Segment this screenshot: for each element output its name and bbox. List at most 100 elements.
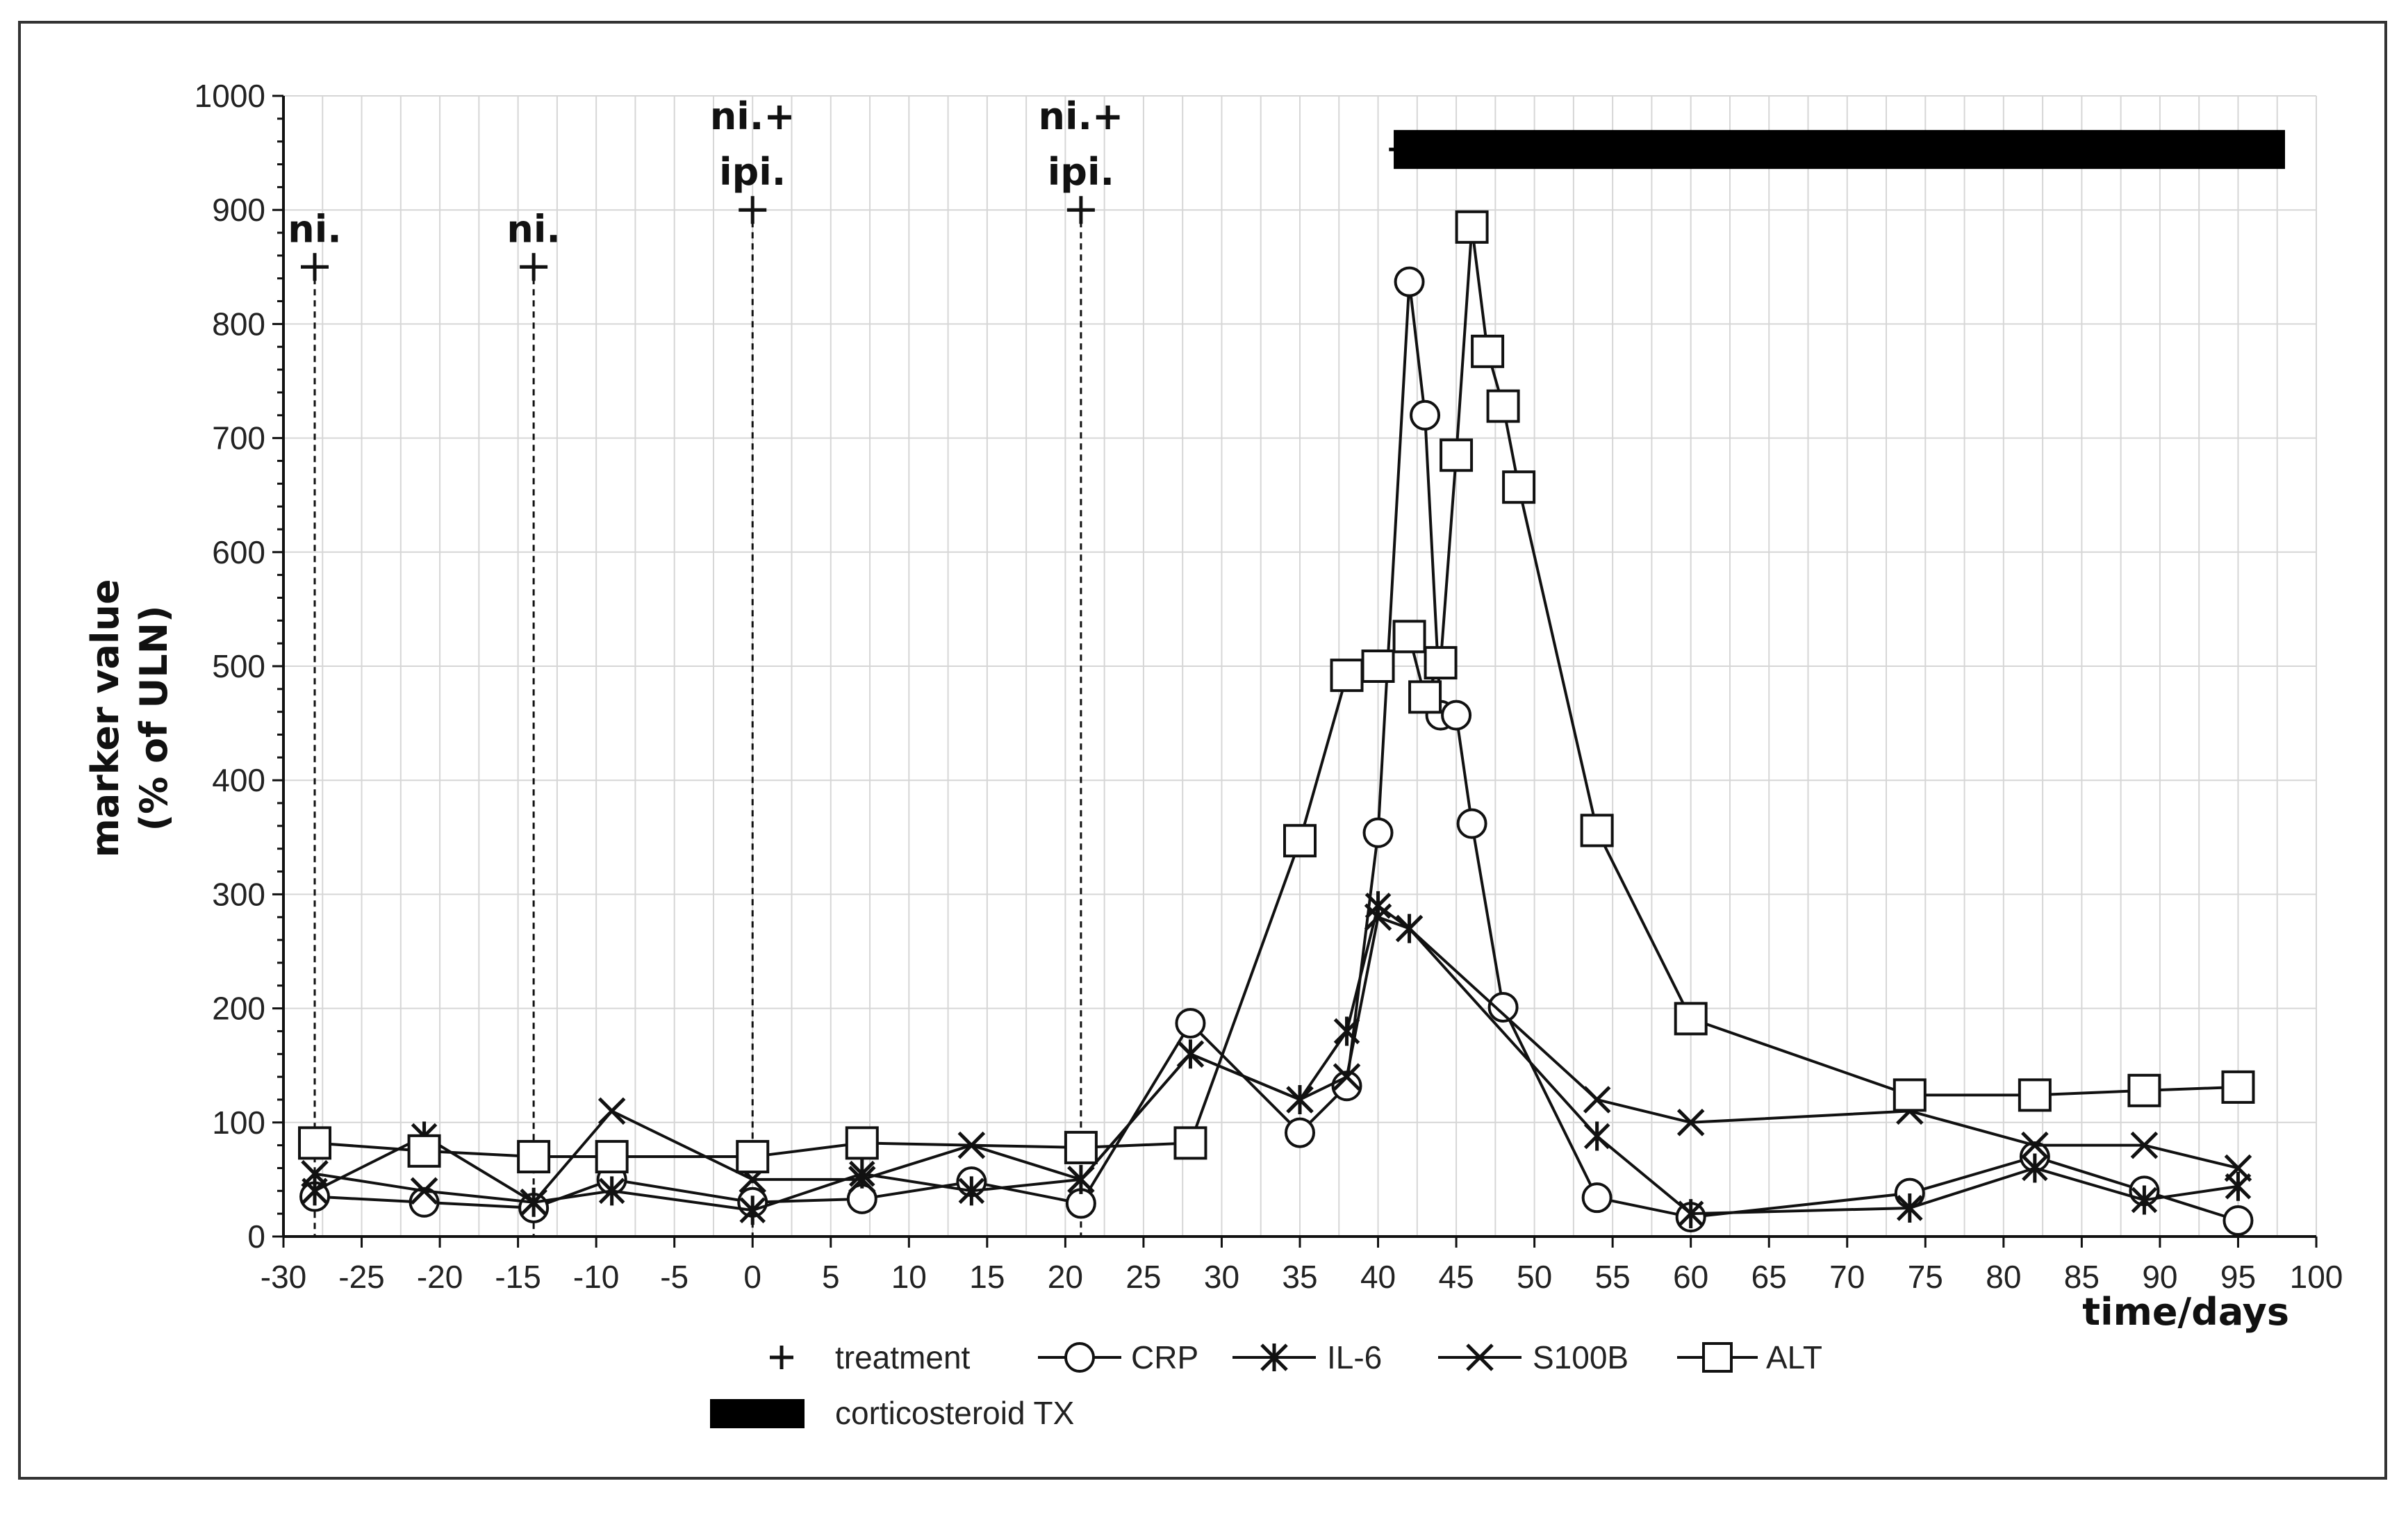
treatments: ni. ni. ni.+ ipi. ni.+ ipi. xyxy=(288,94,1123,1237)
treatment-label: ipi. xyxy=(719,150,786,194)
data-point-crp xyxy=(1285,1117,1315,1148)
data-point-s100b xyxy=(1583,1086,1611,1114)
legend-alt: ALT xyxy=(1677,1339,1822,1375)
y-tick-label: 100 xyxy=(212,1105,265,1141)
data-point-il6 xyxy=(2225,1171,2252,1201)
legend-s100b: S100B xyxy=(1438,1339,1628,1375)
treatment-plus-marker xyxy=(739,196,767,224)
y-tick-label: 0 xyxy=(247,1218,265,1255)
data-point-crp xyxy=(409,1187,440,1218)
data-point-crp xyxy=(1456,808,1487,839)
data-point-s100b xyxy=(2130,1131,2159,1159)
x-tick-label: 85 xyxy=(2064,1259,2100,1295)
x-tick-label: 95 xyxy=(2220,1259,2256,1295)
data-point-alt xyxy=(407,1134,441,1168)
chart-frame: 0 100 200 300 400 500 600 700 800 900 1000 -30 -25 -2… xyxy=(18,21,2387,1480)
data-point-il6 xyxy=(739,1196,766,1225)
legend-crp: CRP xyxy=(1038,1339,1198,1375)
data-point-il6 xyxy=(2131,1185,2158,1215)
y-tick-label: 800 xyxy=(212,306,265,342)
data-point-crp xyxy=(1441,700,1472,731)
data-point-alt xyxy=(1424,646,1458,680)
data-point-alt xyxy=(2221,1070,2255,1104)
data-point-s100b xyxy=(1176,1040,1205,1068)
treatment-plus-marker xyxy=(520,253,548,281)
legend-il6: IL-6 xyxy=(1232,1339,1382,1375)
x-tick-label: 30 xyxy=(1204,1259,1239,1295)
data-point-il6 xyxy=(1897,1193,1923,1223)
data-point-s100b xyxy=(410,1177,438,1205)
data-point-s100b xyxy=(1333,1063,1361,1091)
legend-treatment-label: treatment xyxy=(835,1339,971,1375)
data-point-il6 xyxy=(598,1176,625,1206)
data-point-alt xyxy=(1674,1002,1708,1036)
corticosteroid-bar xyxy=(1394,130,2285,170)
x-tick-label: -20 xyxy=(417,1259,463,1295)
x-tick-label: 5 xyxy=(822,1259,840,1295)
x-tick-label: 50 xyxy=(1517,1259,1552,1295)
data-point-s100b xyxy=(1286,1086,1314,1114)
legend-corticosteroid-label: corticosteroid TX xyxy=(835,1395,1074,1431)
x-tick-label: 90 xyxy=(2142,1259,2177,1295)
data-point-il6 xyxy=(1677,1199,1704,1229)
data-point-alt xyxy=(1440,438,1474,472)
legend-treatment: treatment xyxy=(770,1339,971,1375)
data-point-s100b xyxy=(597,1097,626,1125)
y-tick-label: 600 xyxy=(212,534,265,570)
treatment-label: ni.+ xyxy=(1039,94,1124,138)
data-point-alt xyxy=(1892,1078,1927,1112)
x-tick-label: 75 xyxy=(1908,1259,1943,1295)
treatment-label: ni. xyxy=(506,207,560,251)
legend-alt-label: ALT xyxy=(1766,1339,1822,1375)
data-point-alt xyxy=(2127,1073,2161,1107)
x-tick-label: 0 xyxy=(743,1259,761,1295)
x-tick-label: 100 xyxy=(2290,1259,2343,1295)
data-point-crp xyxy=(1581,1182,1613,1214)
data-point-s100b xyxy=(848,1166,876,1193)
data-point-s100b xyxy=(1676,1109,1705,1136)
x-tick-label: 70 xyxy=(1829,1259,1865,1295)
x-tick-label: 20 xyxy=(1048,1259,1083,1295)
data-point-alt xyxy=(1486,389,1520,423)
data-point-s100b xyxy=(2021,1131,2049,1159)
data-point-alt xyxy=(1361,650,1395,683)
corticosteroid-bar-group xyxy=(1389,130,2285,170)
data-point-alt xyxy=(1064,1130,1098,1164)
data-point-crp xyxy=(1175,1007,1206,1039)
data-point-crp xyxy=(1362,817,1394,848)
y-tick-label: 1000 xyxy=(195,78,265,114)
x-axis-title: time/days xyxy=(2082,1290,2289,1334)
treatment-plus-marker xyxy=(1066,196,1095,224)
data-point-alt xyxy=(595,1140,629,1174)
legend-plus-marker xyxy=(770,1346,793,1369)
legend-s100b-label: S100B xyxy=(1533,1339,1628,1375)
series-line-alt xyxy=(314,225,2238,1159)
y-tick-label: 400 xyxy=(212,762,265,798)
x-tick-label: -30 xyxy=(261,1259,306,1295)
y-axis-title-line2: (% of ULN) xyxy=(132,605,176,831)
legend-crp-label: CRP xyxy=(1131,1339,1198,1375)
y-tick-label: 300 xyxy=(212,876,265,912)
treatment-label: ipi. xyxy=(1048,150,1114,194)
x-tick-label: 35 xyxy=(1282,1259,1317,1295)
y-tick-label: 700 xyxy=(212,420,265,456)
legend-black-bar xyxy=(710,1399,805,1428)
data-point-crp xyxy=(2223,1205,2254,1237)
data-point-s100b xyxy=(2224,1154,2252,1182)
data-point-il6 xyxy=(1583,1121,1610,1151)
x-tick-label: 45 xyxy=(1438,1259,1474,1295)
data-point-s100b xyxy=(520,1188,547,1216)
data-point-s100b xyxy=(1364,903,1392,932)
series xyxy=(298,210,2255,1237)
y-tick-label: 200 xyxy=(212,991,265,1027)
data-point-il6 xyxy=(958,1176,985,1206)
x-tick-label: -10 xyxy=(573,1259,619,1295)
x-tick-label: -25 xyxy=(338,1259,384,1295)
data-point-s100b xyxy=(301,1159,329,1188)
x-tick-label: 55 xyxy=(1595,1259,1631,1295)
x-tick-label: 60 xyxy=(1673,1259,1708,1295)
data-point-alt xyxy=(1330,659,1364,693)
legend-il6-label: IL-6 xyxy=(1327,1339,1382,1375)
y-tick-label: 900 xyxy=(212,192,265,228)
